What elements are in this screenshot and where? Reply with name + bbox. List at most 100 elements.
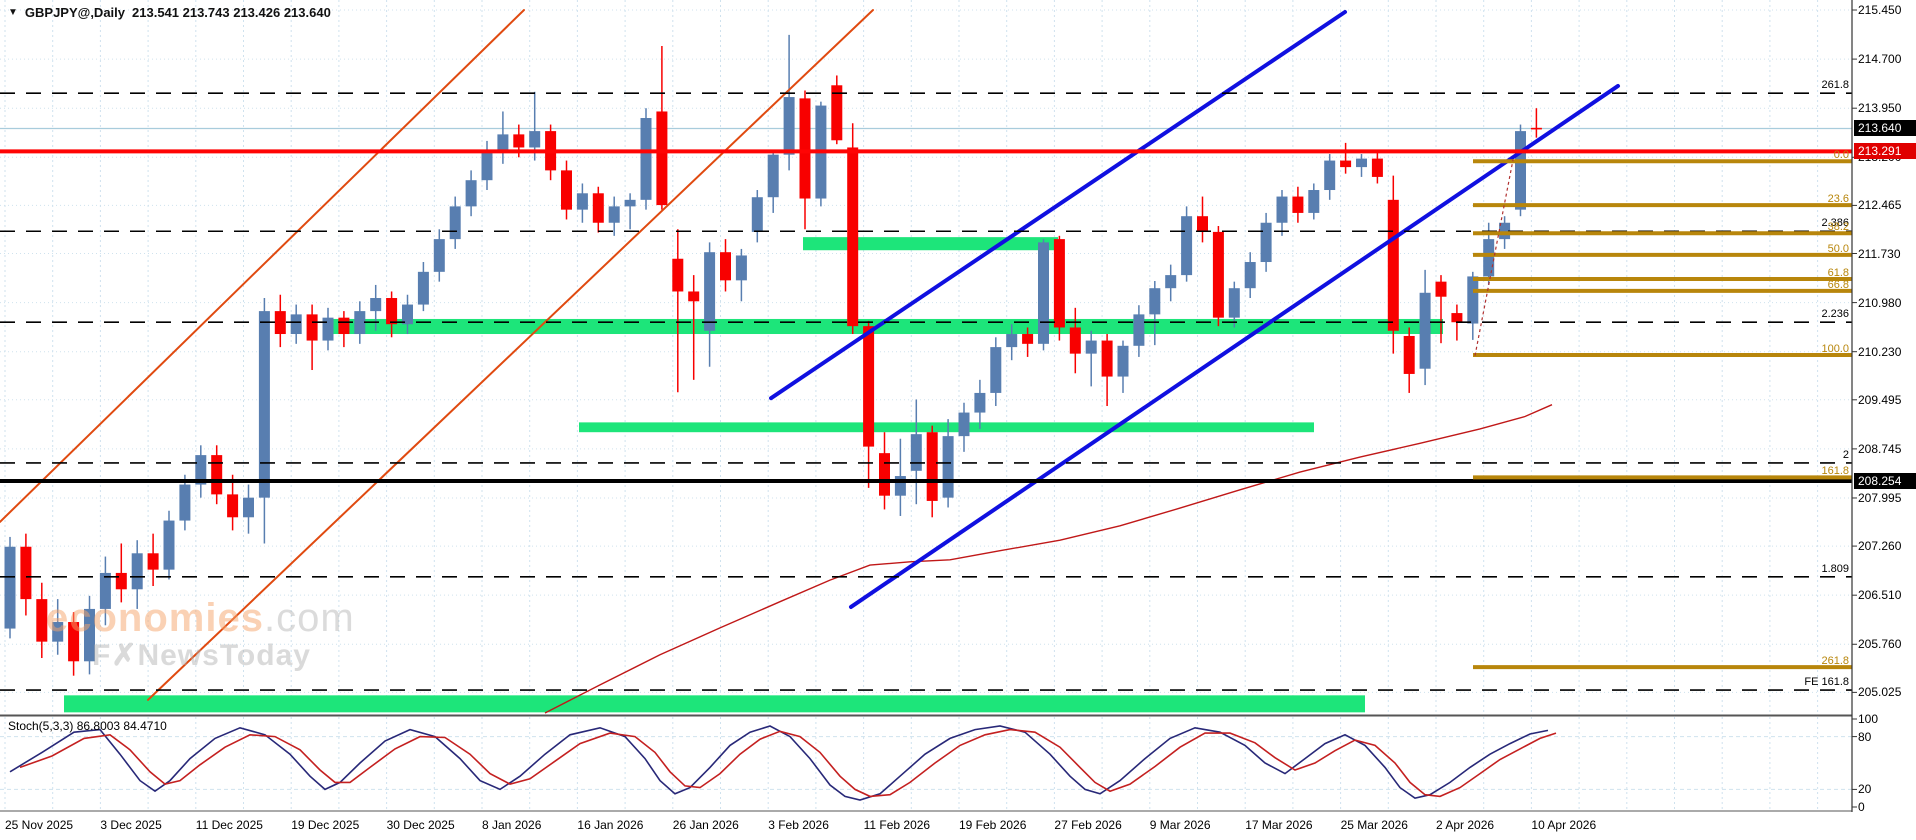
- candle[interactable]: [20, 533, 32, 616]
- candle[interactable]: [735, 248, 747, 302]
- candle[interactable]: [370, 284, 382, 331]
- candle[interactable]: [1085, 330, 1097, 387]
- candle[interactable]: [720, 239, 731, 292]
- candle[interactable]: [1212, 226, 1224, 327]
- candle[interactable]: [354, 301, 366, 344]
- candle[interactable]: [465, 170, 477, 217]
- candle[interactable]: [767, 150, 779, 213]
- candle[interactable]: [1371, 150, 1383, 184]
- candle[interactable]: [322, 307, 334, 351]
- candle[interactable]: [1292, 186, 1304, 223]
- candle[interactable]: [1356, 154, 1367, 177]
- candle[interactable]: [1403, 327, 1415, 393]
- candle[interactable]: [386, 291, 398, 338]
- candle[interactable]: [894, 438, 906, 516]
- candle[interactable]: [258, 298, 270, 544]
- candle[interactable]: [147, 533, 159, 587]
- candle[interactable]: [497, 111, 509, 164]
- candle[interactable]: [115, 543, 127, 603]
- candle[interactable]: [1181, 206, 1193, 282]
- candle[interactable]: [751, 190, 763, 243]
- date-label: 25 Nov 2025: [5, 818, 74, 832]
- candle[interactable]: [481, 140, 493, 191]
- candle[interactable]: [1101, 334, 1113, 407]
- candle[interactable]: [576, 183, 588, 223]
- candle[interactable]: [306, 304, 318, 371]
- candle[interactable]: [1244, 252, 1256, 299]
- candle[interactable]: [99, 556, 111, 626]
- candle[interactable]: [656, 46, 668, 210]
- candle[interactable]: [338, 311, 350, 348]
- candle[interactable]: [433, 229, 445, 282]
- candle[interactable]: [1276, 190, 1288, 236]
- candle[interactable]: [1022, 327, 1034, 357]
- candle[interactable]: [417, 262, 429, 312]
- candle[interactable]: [243, 484, 254, 534]
- candle[interactable]: [1197, 196, 1208, 243]
- candle[interactable]: [290, 304, 302, 344]
- candle[interactable]: [1117, 340, 1129, 393]
- candle[interactable]: [84, 595, 95, 675]
- candle[interactable]: [1340, 142, 1352, 174]
- candle[interactable]: [1530, 108, 1542, 138]
- candle[interactable]: [910, 399, 922, 505]
- candle[interactable]: [4, 536, 16, 639]
- candle[interactable]: [783, 34, 795, 171]
- candle[interactable]: [195, 445, 207, 498]
- candle[interactable]: [131, 540, 143, 609]
- candle[interactable]: [1435, 275, 1447, 344]
- candle[interactable]: [592, 186, 604, 233]
- candle[interactable]: [1038, 239, 1049, 351]
- candle[interactable]: [36, 582, 48, 659]
- candle[interactable]: [1228, 281, 1240, 328]
- candle[interactable]: [211, 445, 223, 505]
- dashed-level-label: 2.386: [1821, 217, 1849, 230]
- candle[interactable]: [799, 90, 811, 230]
- candle[interactable]: [926, 425, 938, 518]
- candle[interactable]: [1467, 271, 1479, 340]
- candle[interactable]: [974, 379, 986, 429]
- candle[interactable]: [863, 320, 875, 488]
- chart-title-bar: ▼ GBPJPY@,Daily 213.541 213.743 213.426 …: [8, 5, 331, 20]
- candle[interactable]: [561, 160, 572, 220]
- candle[interactable]: [1324, 154, 1336, 200]
- candle[interactable]: [163, 510, 175, 580]
- candle[interactable]: [640, 108, 652, 210]
- candle[interactable]: [1515, 124, 1526, 217]
- candle[interactable]: [1069, 307, 1081, 374]
- candle[interactable]: [990, 337, 1002, 407]
- candle[interactable]: [704, 242, 716, 367]
- candle[interactable]: [1387, 175, 1399, 354]
- candle[interactable]: [274, 294, 286, 348]
- candle[interactable]: [227, 474, 239, 531]
- candle[interactable]: [179, 474, 191, 531]
- symbol-dropdown-caret[interactable]: ▼: [8, 7, 18, 18]
- candle[interactable]: [688, 275, 700, 380]
- candle[interactable]: [1165, 264, 1177, 302]
- candle[interactable]: [608, 196, 620, 236]
- candle[interactable]: [449, 196, 461, 249]
- candle[interactable]: [815, 101, 827, 207]
- candle[interactable]: [672, 229, 684, 393]
- candle[interactable]: [52, 599, 64, 655]
- candle[interactable]: [529, 91, 541, 161]
- candle[interactable]: [958, 402, 970, 452]
- candles-layer[interactable]: [4, 34, 1542, 676]
- candle[interactable]: [1419, 269, 1431, 386]
- fib-level-label: 100.0: [1821, 342, 1849, 355]
- candle[interactable]: [1149, 280, 1161, 346]
- candle[interactable]: [1260, 212, 1272, 272]
- candle[interactable]: [847, 123, 859, 335]
- price-tick: 215.450: [1858, 3, 1902, 17]
- candle[interactable]: [68, 612, 80, 676]
- candle[interactable]: [1308, 183, 1320, 220]
- candle[interactable]: [402, 294, 413, 335]
- candle[interactable]: [831, 75, 843, 145]
- candle[interactable]: [1006, 324, 1018, 361]
- candle[interactable]: [879, 432, 890, 510]
- candle[interactable]: [1133, 305, 1145, 357]
- candle[interactable]: [1053, 235, 1065, 341]
- stochastic-layer: [9, 725, 1557, 801]
- candle[interactable]: [624, 193, 636, 230]
